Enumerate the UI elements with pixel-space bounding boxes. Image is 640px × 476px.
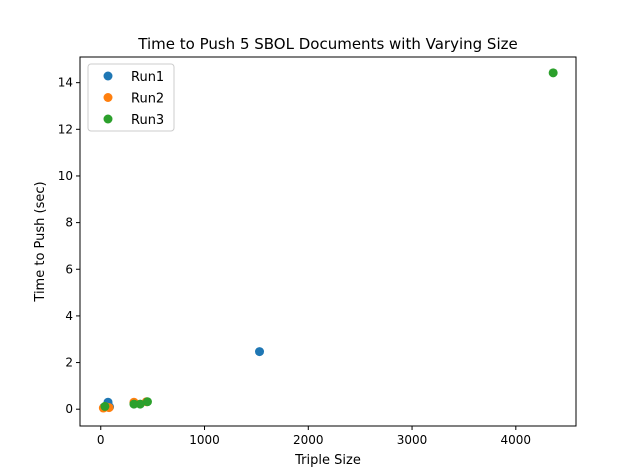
chart-title: Time to Push 5 SBOL Documents with Varyi… bbox=[137, 35, 517, 53]
legend-marker-run2 bbox=[103, 93, 113, 102]
data-point-run3 bbox=[142, 397, 152, 407]
data-point-run3 bbox=[129, 399, 139, 409]
data-point-run3 bbox=[135, 399, 145, 409]
y-tick-label: 6 bbox=[65, 262, 73, 276]
legend-label-run2: Run2 bbox=[131, 92, 164, 107]
data-point-run3 bbox=[100, 401, 110, 411]
legend-box bbox=[87, 63, 175, 132]
plot-frame bbox=[79, 56, 577, 427]
x-tick-label: 1000 bbox=[189, 433, 220, 447]
legend-label-run1: Run1 bbox=[131, 70, 164, 85]
y-axis-label: Time to Push (sec) bbox=[33, 181, 48, 302]
y-tick-label: 2 bbox=[65, 356, 73, 370]
y-tick-label: 8 bbox=[65, 216, 73, 230]
y-tick-label: 14 bbox=[58, 76, 73, 90]
data-point-run3 bbox=[548, 68, 558, 78]
data-point-run1 bbox=[255, 347, 265, 357]
y-tick-label: 10 bbox=[58, 169, 73, 183]
x-tick-label: 0 bbox=[97, 433, 105, 447]
y-tick-label: 0 bbox=[65, 402, 73, 416]
legend: Run1 Run2 Run3 bbox=[87, 63, 175, 132]
y-tick-label: 4 bbox=[65, 309, 73, 323]
x-tick-label: 3000 bbox=[397, 433, 428, 447]
x-axis-label: Triple Size bbox=[294, 453, 361, 468]
x-tick-label: 2000 bbox=[293, 433, 324, 447]
legend-label-run3: Run3 bbox=[131, 113, 164, 128]
y-axis: 0 2 4 6 8 10 12 14 bbox=[58, 76, 80, 416]
x-axis: 0 1000 2000 3000 4000 bbox=[97, 426, 531, 447]
legend-marker-run3 bbox=[103, 114, 113, 124]
x-tick-label: 4000 bbox=[501, 433, 532, 447]
data-points bbox=[98, 68, 558, 413]
legend-marker-run1 bbox=[103, 71, 113, 81]
y-tick-label: 12 bbox=[58, 122, 73, 136]
